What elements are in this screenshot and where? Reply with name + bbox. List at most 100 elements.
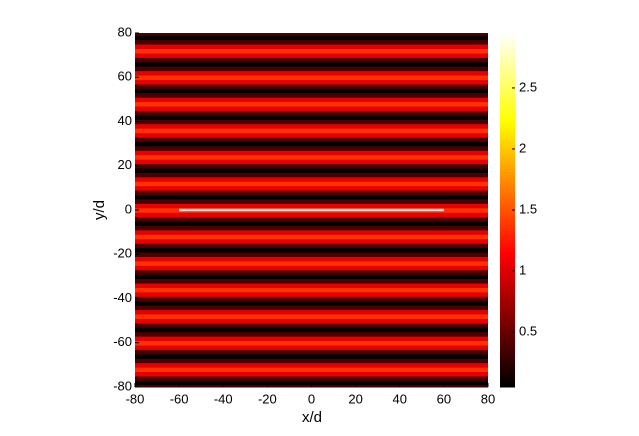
heatmap-row (135, 185, 488, 191)
colorbar-segment (500, 375, 515, 379)
heatmap-row (135, 349, 488, 355)
colorbar-segment (500, 230, 515, 235)
y-tick-label: -80 (113, 378, 132, 393)
colorbar-segment (500, 325, 515, 329)
heatmap-row (135, 33, 488, 36)
heatmap-row (135, 234, 488, 240)
colorbar-tick-label: 1.5 (519, 201, 537, 216)
heatmap-row (135, 167, 488, 173)
colorbar-segment (500, 277, 515, 282)
colorbar-segment (500, 301, 515, 305)
colorbar-segment (500, 307, 515, 311)
colorbar-segment (500, 62, 515, 66)
heatmap-row (135, 172, 488, 178)
colorbar-segment (500, 269, 515, 273)
colorbar-segment (500, 295, 515, 299)
colorbar-segment (500, 224, 515, 229)
colorbar-segment (500, 286, 515, 291)
y-tick-label: 20 (118, 157, 132, 172)
colorbar-segment (500, 124, 515, 128)
heatmap-row (135, 66, 488, 72)
heatmap-row (135, 362, 488, 368)
colorbar-segment (500, 212, 515, 217)
colorbar-segment (500, 145, 515, 149)
colorbar-segment (500, 201, 515, 205)
colorbar-segment (500, 254, 515, 258)
heatmap-row (135, 159, 488, 165)
colorbar-segment (500, 266, 515, 270)
heatmap-row (135, 336, 488, 342)
heatmap-row (135, 39, 488, 45)
colorbar-segment (500, 242, 515, 246)
colorbar-segment (500, 115, 515, 120)
colorbar-segment (500, 192, 515, 196)
colorbar-segment (500, 33, 515, 37)
colorbar-segment (500, 248, 515, 252)
heatmap-row (135, 75, 488, 80)
colorbar-segment (500, 339, 515, 344)
heatmap-row (135, 203, 488, 209)
colorbar-segment (500, 204, 515, 208)
heatmap-row (135, 340, 488, 346)
y-tick-label: -20 (113, 246, 132, 261)
heatmap-row (135, 114, 488, 120)
colorbar-segment (500, 121, 515, 125)
colorbar-segment (500, 378, 515, 382)
y-tick-label: 80 (118, 24, 132, 39)
heatmap-row (135, 119, 488, 125)
heatmap-row (135, 194, 488, 200)
colorbar-segment (500, 74, 515, 78)
heatmap-row (135, 44, 488, 49)
heatmap-row (135, 296, 488, 302)
heatmap-row (135, 150, 488, 156)
heatmap-row (135, 212, 488, 218)
colorbar-segment (500, 260, 515, 264)
colorbar-segment (500, 44, 515, 49)
heatmap-row (135, 322, 488, 328)
colorbar-segment (500, 151, 515, 155)
colorbar-segment (500, 215, 515, 220)
colorbar-segment (500, 165, 515, 170)
colorbar-segment (500, 372, 515, 376)
colorbar-segment (500, 92, 515, 96)
colorbar-segment (500, 109, 515, 114)
colorbar-tick-label: 2 (519, 140, 526, 155)
heatmap-row (135, 97, 488, 103)
heatmap-row (135, 154, 488, 160)
colorbar-segment (500, 328, 515, 332)
colorbar-segment (500, 351, 515, 356)
colorbar-segment (500, 35, 515, 40)
x-tick-label: -80 (126, 391, 145, 406)
colorbar-segment (500, 50, 515, 55)
colorbar-segment (500, 139, 515, 143)
heatmap-row (135, 247, 488, 253)
colorbar-segment (500, 142, 515, 146)
colorbar-segment (500, 86, 515, 90)
heatmap-row (135, 327, 488, 333)
heatmap-row (135, 274, 488, 280)
colorbar-segment (500, 233, 515, 238)
colorbar-segment (500, 245, 515, 249)
colorbar-segment (500, 106, 515, 111)
colorbar-segment (500, 313, 515, 317)
colorbar-segment (500, 319, 515, 323)
heatmap-row (135, 265, 488, 271)
heatmap-row (135, 300, 488, 306)
colorbar-segment (500, 97, 515, 102)
colorbar-segment (500, 292, 515, 297)
colorbar-segment (500, 168, 515, 173)
colorbar-segment (500, 357, 515, 361)
colorbar-segment (500, 280, 515, 285)
heatmap-row (135, 375, 488, 381)
heatmap-row (135, 145, 488, 151)
y-tick-label: -60 (113, 334, 132, 349)
colorbar-segment (500, 153, 515, 158)
heatmap-row (135, 216, 488, 222)
colorbar-segment (500, 345, 515, 350)
colorbar-segment (500, 316, 515, 320)
x-tick-label: 60 (437, 391, 451, 406)
heatmap-row (135, 128, 488, 134)
heatmap-row (135, 79, 488, 85)
heatmap-row (135, 123, 488, 129)
colorbar-segment (500, 156, 515, 161)
